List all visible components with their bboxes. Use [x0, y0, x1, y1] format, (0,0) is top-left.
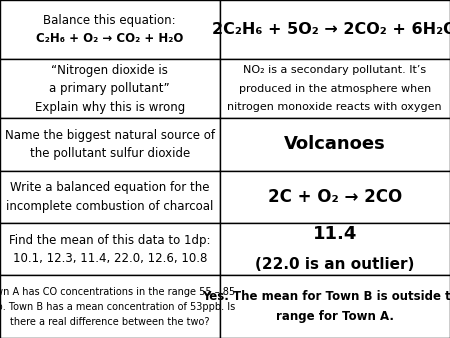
Bar — [0, 171, 220, 223]
Text: 2C₂H₆ + 5O₂ → 2CO₂ + 6H₂O: 2C₂H₆ + 5O₂ → 2CO₂ + 6H₂O — [212, 22, 450, 37]
Text: 11.4: 11.4 — [313, 225, 357, 243]
Bar — [220, 171, 450, 223]
Text: Balance this equation:: Balance this equation: — [44, 14, 176, 27]
Text: Explain why this is wrong: Explain why this is wrong — [35, 100, 185, 114]
Text: nitrogen monoxide reacts with oxygen: nitrogen monoxide reacts with oxygen — [228, 102, 442, 112]
Bar — [220, 223, 450, 275]
Text: C₂H₆ + O₂ → CO₂ + H₂O: C₂H₆ + O₂ → CO₂ + H₂O — [36, 32, 184, 45]
Text: Find the mean of this data to 1dp:: Find the mean of this data to 1dp: — [9, 234, 211, 247]
Bar — [0, 59, 220, 118]
Text: there a real difference between the two?: there a real difference between the two? — [10, 317, 210, 327]
Bar — [220, 0, 450, 59]
Text: Yes. The mean for Town B is outside the: Yes. The mean for Town B is outside the — [202, 290, 450, 304]
Text: range for Town A.: range for Town A. — [276, 310, 394, 323]
Bar — [0, 223, 220, 275]
Text: Write a balanced equation for the: Write a balanced equation for the — [10, 181, 210, 194]
Bar — [0, 275, 220, 338]
Text: “Nitrogen dioxide is: “Nitrogen dioxide is — [51, 64, 168, 77]
Bar — [220, 275, 450, 338]
Text: 2C + O₂ → 2CO: 2C + O₂ → 2CO — [268, 188, 402, 206]
Text: Name the biggest natural source of: Name the biggest natural source of — [5, 129, 215, 142]
Text: Town A has CO concentrations in the range 55 – 85: Town A has CO concentrations in the rang… — [0, 287, 235, 297]
Bar — [220, 118, 450, 171]
Text: NO₂ is a secondary pollutant. It’s: NO₂ is a secondary pollutant. It’s — [243, 65, 426, 75]
Text: 10.1, 12.3, 11.4, 22.0, 12.6, 10.8: 10.1, 12.3, 11.4, 22.0, 12.6, 10.8 — [13, 252, 207, 265]
Text: produced in the atmosphere when: produced in the atmosphere when — [238, 84, 431, 94]
Text: (22.0 is an outlier): (22.0 is an outlier) — [255, 257, 414, 272]
Text: Volcanoes: Volcanoes — [284, 136, 386, 153]
Bar — [220, 59, 450, 118]
Text: ppb. Town B has a mean concentration of 53ppb. Is: ppb. Town B has a mean concentration of … — [0, 302, 235, 312]
Text: incomplete combustion of charcoal: incomplete combustion of charcoal — [6, 199, 213, 213]
Bar — [0, 0, 220, 59]
Text: a primary pollutant”: a primary pollutant” — [50, 82, 170, 95]
Text: the pollutant sulfur dioxide: the pollutant sulfur dioxide — [30, 147, 190, 160]
Bar — [0, 118, 220, 171]
